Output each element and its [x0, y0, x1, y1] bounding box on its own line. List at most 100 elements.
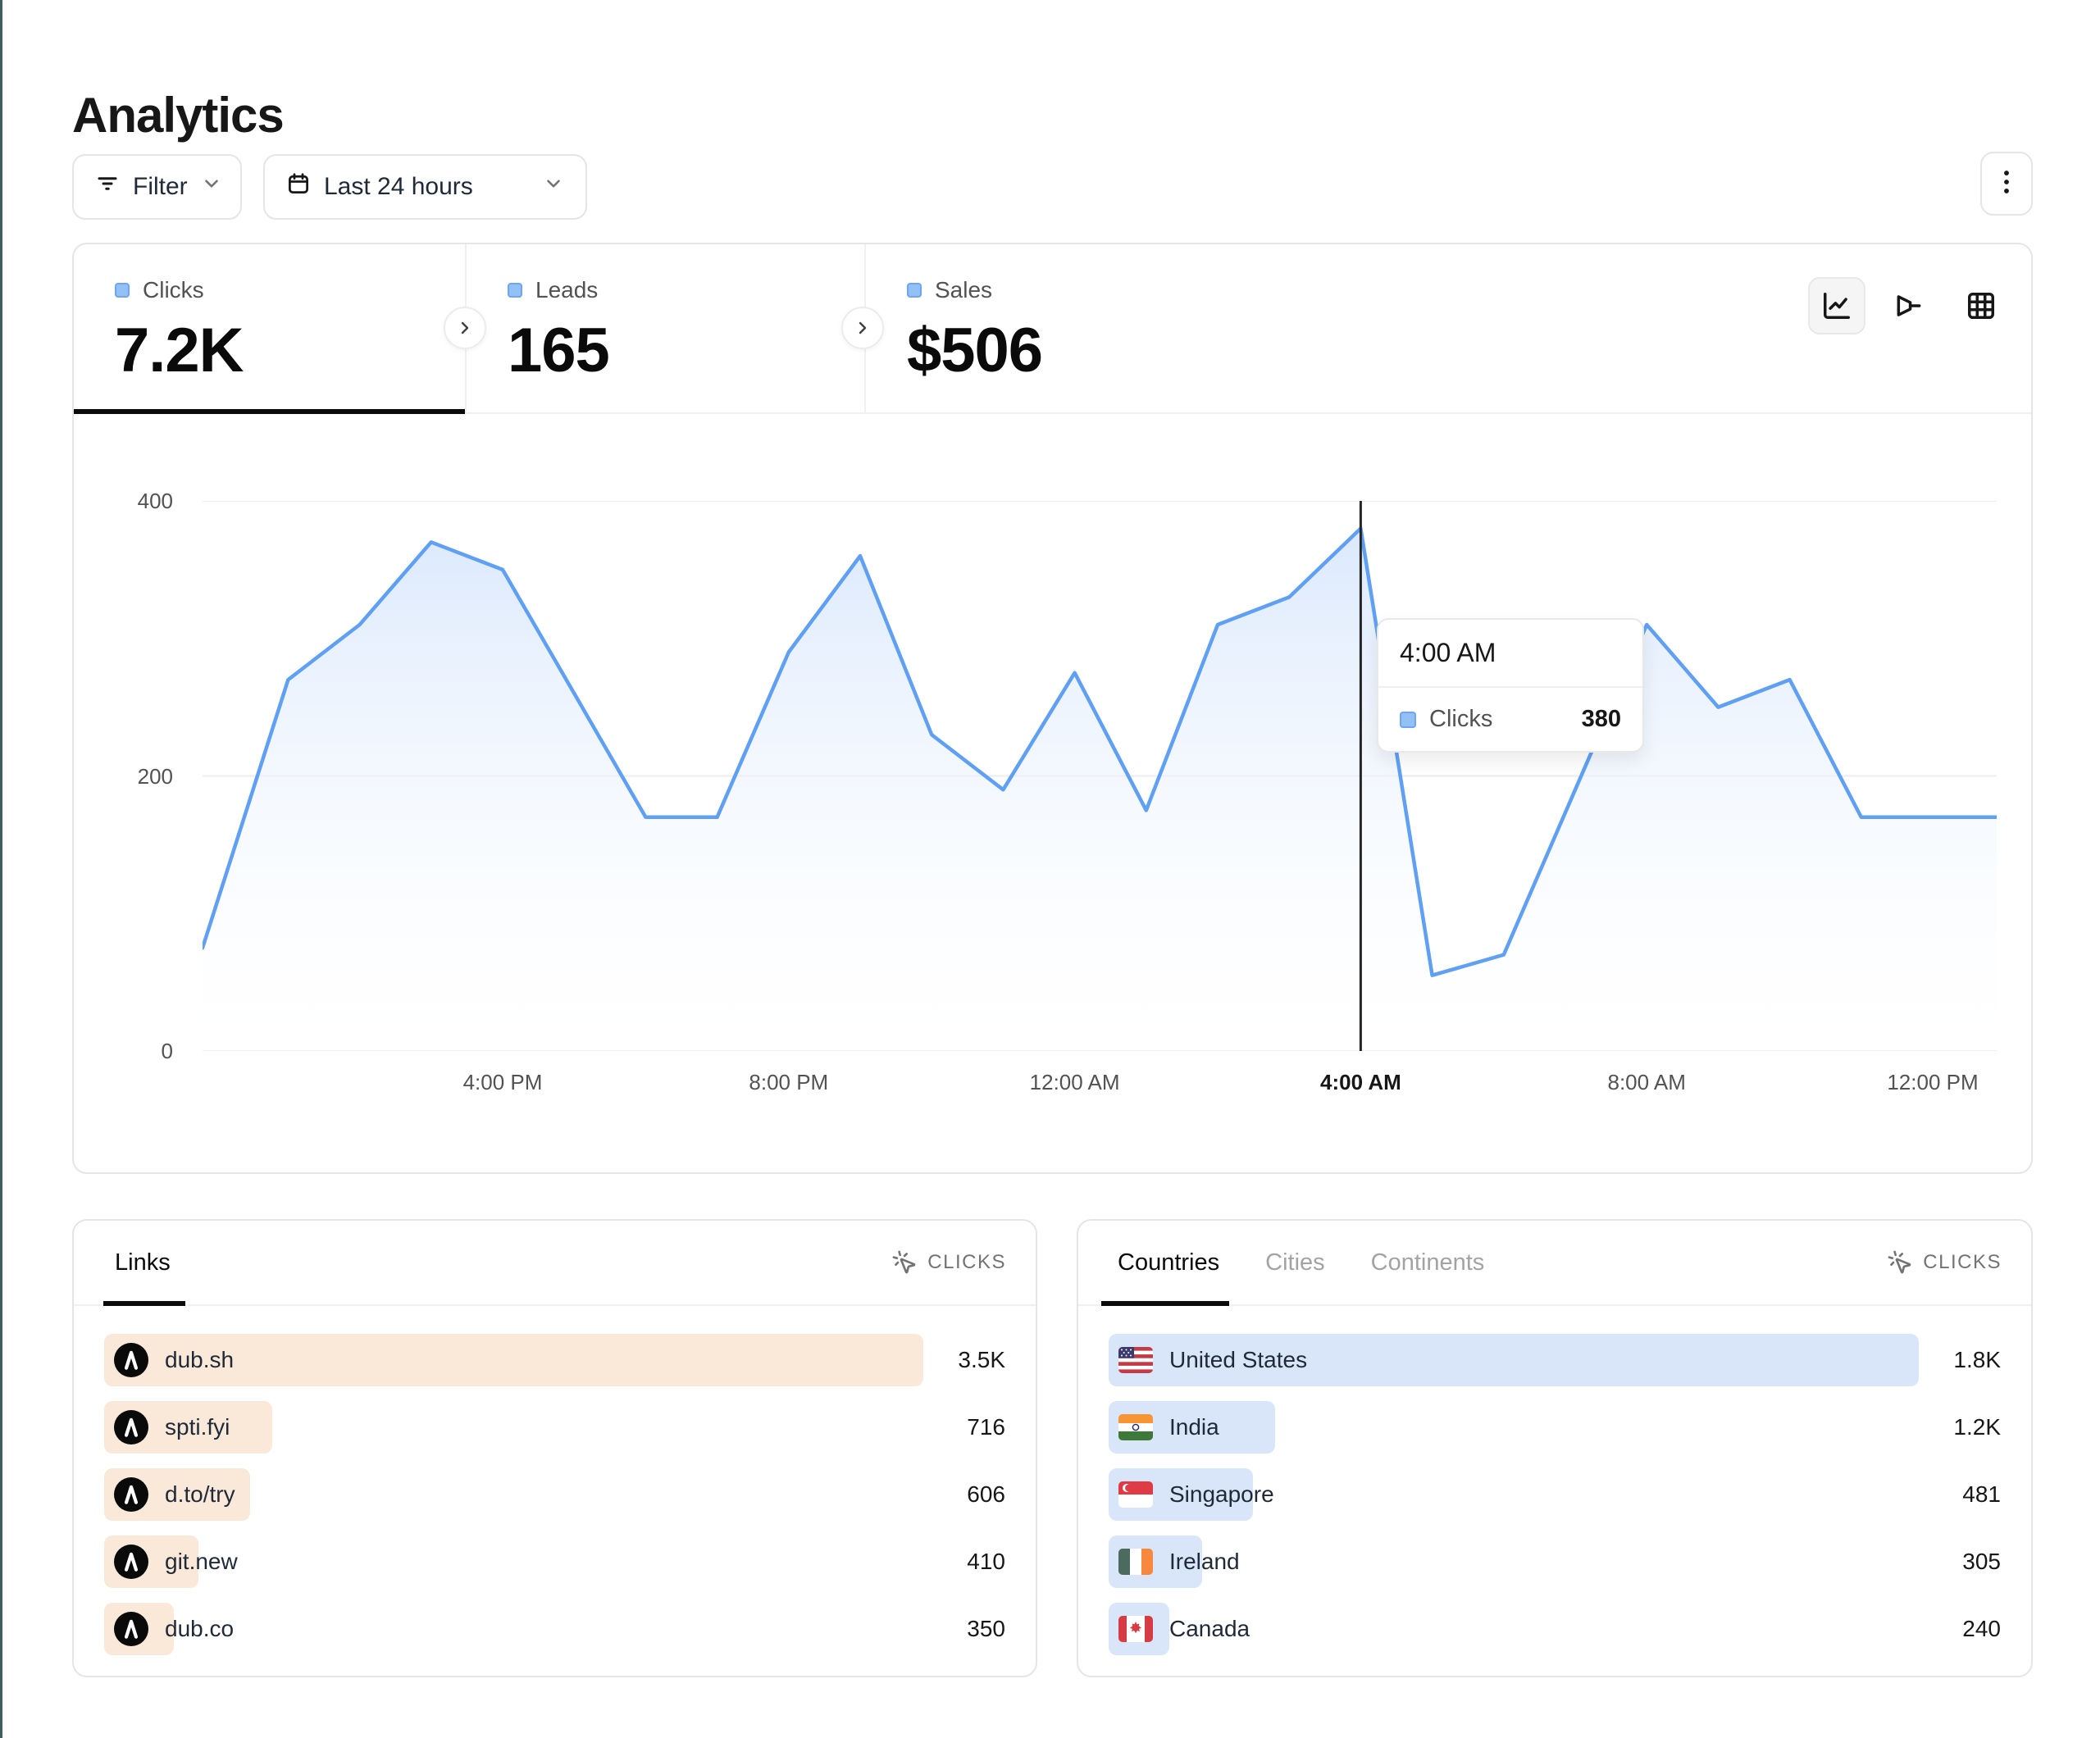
funnel-chart-icon — [1897, 295, 1921, 316]
y-tick-label: 200 — [137, 763, 173, 789]
list-item[interactable]: United States 1.8K — [1109, 1334, 2001, 1386]
expand-leads-button[interactable] — [444, 307, 486, 349]
chevron-right-icon — [859, 321, 867, 334]
list-item[interactable]: git.new 410 — [104, 1536, 1005, 1588]
date-range-label: Last 24 hours — [324, 173, 473, 200]
tooltip-series-label: Clicks — [1429, 706, 1493, 732]
x-tick-label: 4:00 AM — [1320, 1070, 1401, 1094]
tab-clicks[interactable]: Clicks 7.2K — [74, 244, 465, 412]
tab-clicks-label: Clicks — [143, 277, 204, 303]
ireland-flag-icon — [1118, 1549, 1153, 1575]
tab-cities[interactable]: Cities — [1265, 1249, 1325, 1276]
calendar-icon — [286, 171, 311, 202]
list-item-value: 1.2K — [1953, 1414, 2001, 1440]
tab-clicks-value: 7.2K — [115, 316, 244, 385]
list-item-value: 1.8K — [1953, 1347, 2001, 1372]
list-item[interactable]: Singapore 481 — [1109, 1468, 2001, 1521]
countries-metric-label: CLICKS — [1923, 1251, 2002, 1273]
list-item-label: India — [1169, 1414, 1219, 1440]
more-options-button[interactable] — [1980, 152, 2033, 216]
page-title: Analytics — [72, 88, 285, 143]
value-bar — [104, 1334, 923, 1386]
tab-links[interactable]: Links — [115, 1249, 171, 1276]
list-item-label: git.new — [165, 1549, 238, 1574]
list-item[interactable]: spti.fyi 716 — [104, 1401, 1005, 1454]
area-chart-plot — [203, 501, 1997, 1051]
clicks-time-series-chart[interactable]: 0 200 400 4:00 PM 8:00 PM 12:00 AM 4:00 AM 8:0… — [74, 414, 2031, 1176]
countries-list: United States 1.8K India 1.2K Singapore 481 Ir… — [1078, 1306, 2031, 1655]
countries-panel: Countries Cities Continents CLICKS Unite… — [1077, 1219, 2033, 1677]
dub-logo-icon — [114, 1477, 148, 1512]
bar-track — [104, 1334, 923, 1386]
links-list: dub.sh 3.5K spti.fyi 716 d.to/try 606 git.new 4… — [74, 1306, 1036, 1655]
list-item[interactable]: Ireland 305 — [1109, 1536, 2001, 1588]
list-item[interactable]: d.to/try 606 — [104, 1468, 1005, 1521]
list-item-label: Canada — [1169, 1616, 1250, 1641]
tab-sales-label: Sales — [935, 277, 993, 303]
filter-button[interactable]: Filter — [72, 154, 242, 220]
table-view-button[interactable] — [1952, 277, 2010, 334]
links-metric-sort[interactable]: CLICKS — [891, 1249, 1006, 1276]
links-panel-header: Links CLICKS — [74, 1221, 1036, 1306]
links-metric-label: CLICKS — [927, 1251, 1006, 1273]
x-tick-label: 12:00 PM — [1887, 1070, 1979, 1094]
clicks-line — [203, 526, 1997, 977]
active-tab-underline — [74, 409, 465, 414]
area-fill — [203, 528, 1997, 1051]
india-flag-icon — [1118, 1414, 1153, 1440]
canada-flag-icon — [1118, 1616, 1153, 1642]
tab-leads-label: Leads — [535, 277, 599, 303]
list-item-value: 410 — [967, 1549, 1005, 1574]
table-grid-icon — [1968, 293, 1994, 319]
dub-logo-icon — [114, 1410, 148, 1445]
tab-leads-value: 165 — [508, 316, 610, 385]
countries-tab-underline — [1101, 1301, 1229, 1306]
tooltip-series-chip — [1400, 711, 1416, 728]
kebab-menu-icon — [1994, 168, 2019, 200]
us-flag-icon — [1118, 1347, 1153, 1373]
bar-track — [1109, 1334, 1919, 1386]
chart-view-toggle — [1808, 277, 2010, 334]
chevron-down-icon — [543, 173, 564, 201]
leads-series-chip — [508, 283, 522, 298]
list-item-label: spti.fyi — [165, 1414, 230, 1440]
tooltip-time: 4:00 AM — [1378, 620, 1642, 688]
analytics-card: Clicks 7.2K Leads 165 Sales $506 — [72, 243, 2033, 1174]
filter-button-label: Filter — [133, 173, 188, 200]
tab-countries[interactable]: Countries — [1118, 1249, 1220, 1276]
tab-sales[interactable]: Sales $506 — [866, 244, 1264, 412]
value-bar — [1109, 1334, 1919, 1386]
list-item-value: 3.5K — [958, 1347, 1005, 1372]
stats-tabs-row: Clicks 7.2K Leads 165 Sales $506 — [74, 244, 2031, 414]
line-chart-view-button[interactable] — [1808, 277, 1865, 334]
tab-leads[interactable]: Leads 165 — [467, 244, 864, 412]
sales-series-chip — [907, 283, 922, 298]
list-item[interactable]: India 1.2K — [1109, 1401, 2001, 1454]
tab-continents[interactable]: Continents — [1370, 1249, 1485, 1276]
line-chart-icon — [1824, 293, 1850, 319]
list-item-label: d.to/try — [165, 1481, 235, 1507]
list-item[interactable]: Canada 240 — [1109, 1603, 2001, 1655]
chevron-right-icon — [461, 321, 469, 334]
list-item[interactable]: dub.sh 3.5K — [104, 1334, 1005, 1386]
list-item-value: 716 — [967, 1414, 1005, 1440]
tab-sales-value: $506 — [907, 316, 1043, 385]
x-tick-label: 12:00 AM — [1029, 1070, 1120, 1094]
x-tick-label: 8:00 PM — [749, 1070, 829, 1094]
dub-logo-icon — [114, 1612, 148, 1646]
countries-metric-sort[interactable]: CLICKS — [1887, 1249, 2002, 1276]
expand-sales-button[interactable] — [841, 307, 884, 349]
funnel-chart-view-button[interactable] — [1880, 277, 1938, 334]
links-panel: Links CLICKS dub.sh 3.5K spti.fyi 716 d.to/t… — [72, 1219, 1037, 1677]
list-item-label: Singapore — [1169, 1481, 1274, 1507]
clicks-series-chip — [115, 283, 130, 298]
x-tick-label: 4:00 PM — [462, 1070, 543, 1094]
list-item-value: 481 — [1962, 1481, 2001, 1507]
x-tick-label: 8:00 AM — [1607, 1070, 1686, 1094]
list-item-label: Ireland — [1169, 1549, 1240, 1574]
date-range-button[interactable]: Last 24 hours — [263, 154, 587, 220]
list-item[interactable]: dub.co 350 — [104, 1603, 1005, 1655]
list-item-label: dub.sh — [165, 1347, 235, 1372]
cursor-click-icon — [1888, 1250, 1911, 1274]
